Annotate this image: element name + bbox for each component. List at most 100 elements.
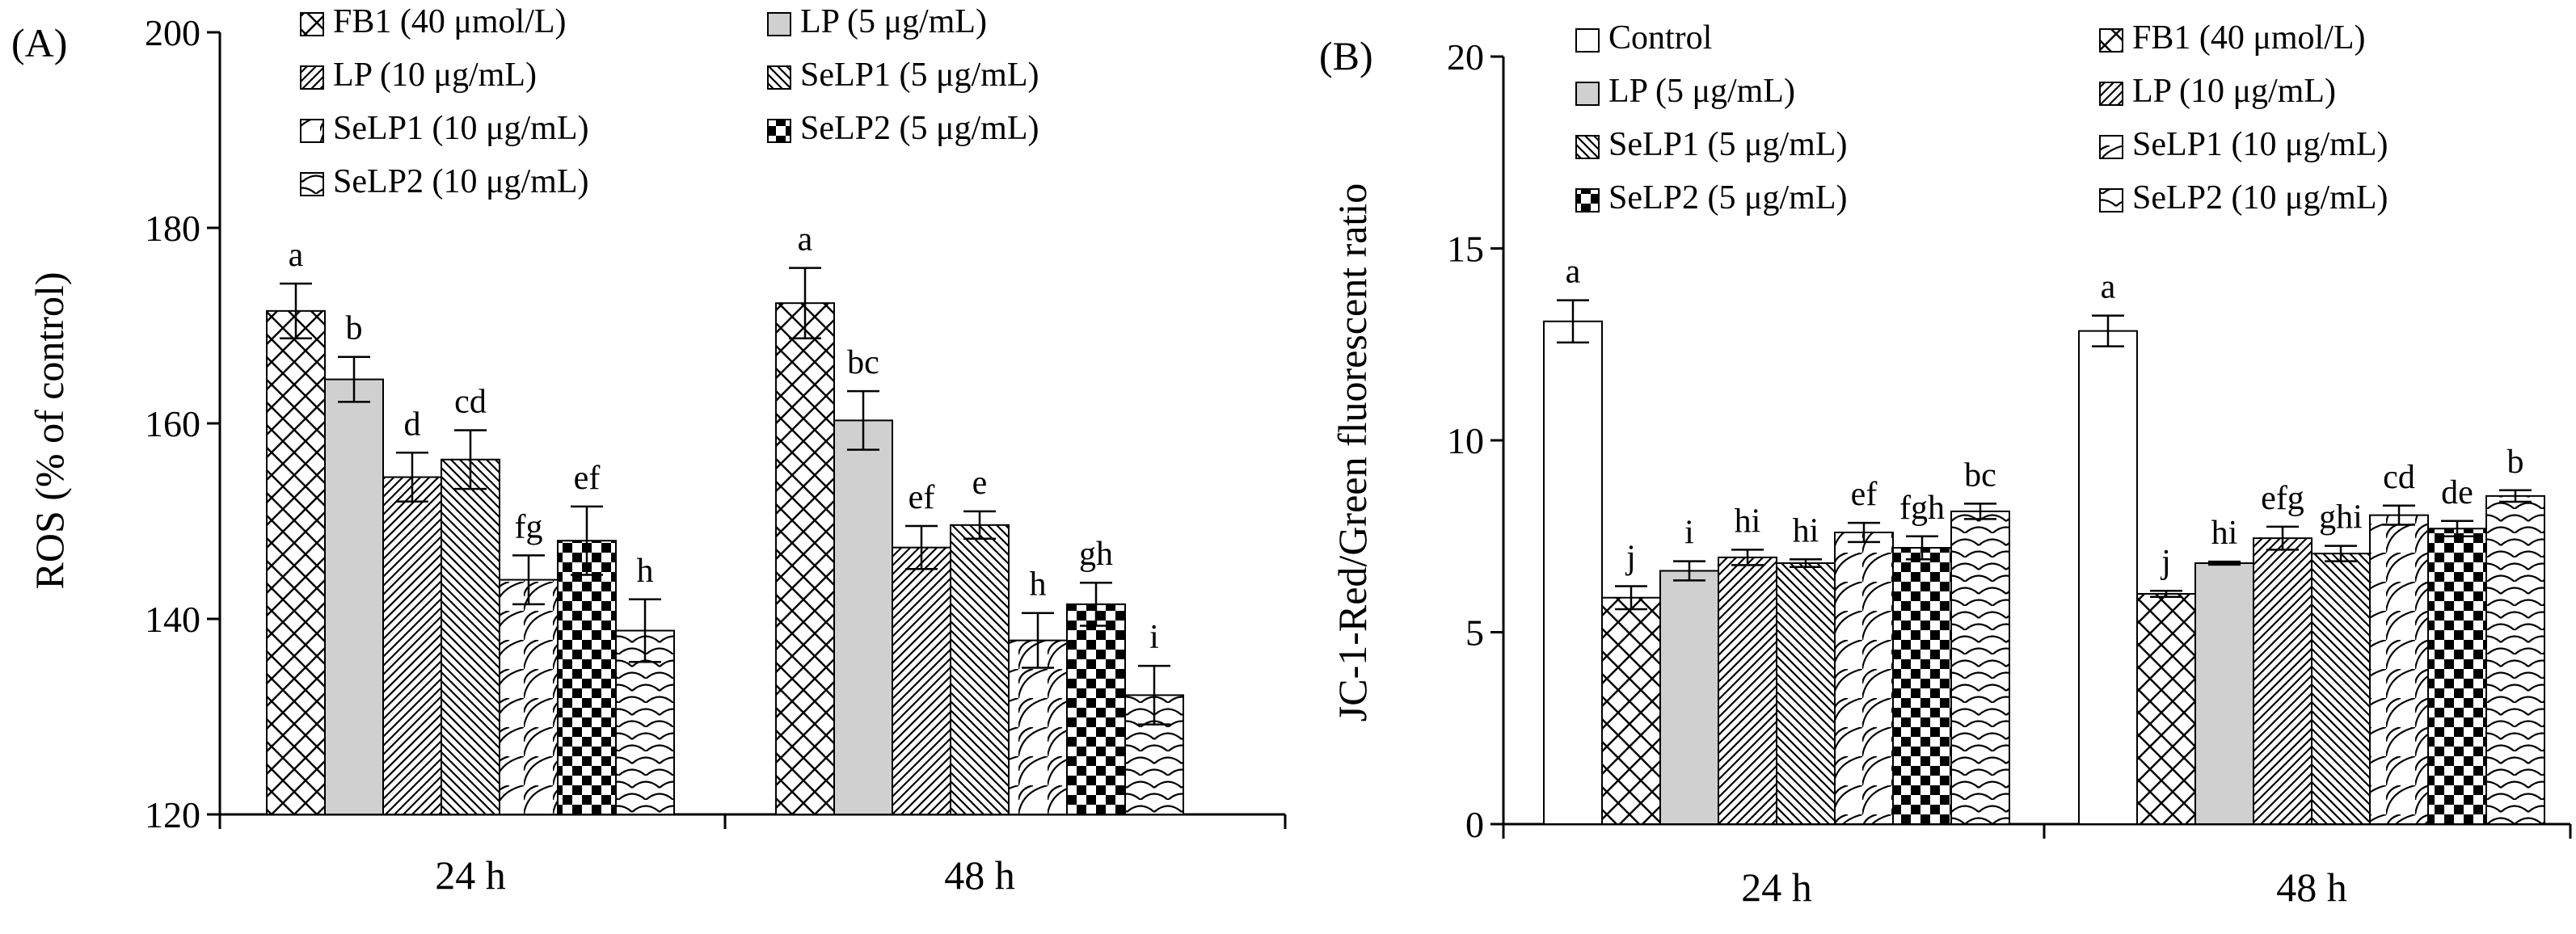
bar [2311, 553, 2371, 825]
bar [833, 419, 893, 815]
y-tick-label: 200 [145, 12, 200, 53]
panel-b: (B) JC-1-Red/Green fluorescent ratio 0 5 1… [1319, 19, 2572, 910]
x-category-label: 48 h [944, 852, 1015, 898]
panel-a-label: (A) [11, 20, 67, 65]
significance-label: bc [847, 344, 879, 381]
x-category-label: 48 h [2276, 865, 2347, 910]
y-tick-label: 120 [145, 794, 200, 835]
significance-label: cd [2383, 459, 2415, 496]
legend-label: SeLP1 (5 μg/mL) [1608, 126, 1848, 163]
significance-label: b [346, 310, 363, 347]
significance-label: fg [515, 508, 543, 545]
legend-swatch [2099, 188, 2123, 212]
significance-label: efg [2261, 480, 2304, 517]
significance-label: gh [1079, 536, 1113, 573]
significance-label: h [637, 553, 654, 590]
significance-label: ef [574, 460, 601, 497]
bar [324, 378, 384, 815]
legend-swatch [300, 119, 324, 143]
legend-label: SeLP1 (10 μg/mL) [333, 110, 589, 147]
significance-label: hi [1735, 503, 1761, 540]
panel-b-y-axis-label: JC-1-Red/Green fluorescent ratio [1330, 183, 1375, 722]
legend-label: SeLP2 (5 μg/mL) [1608, 179, 1848, 217]
significance-label: hi [2211, 515, 2238, 552]
significance-label: ef [909, 479, 935, 516]
panel-a-legend: FB1 (40 μmol/L) LP (5 μg/mL) LP (10 μg/mL)… [300, 3, 1039, 200]
significance-label: bc [1964, 456, 1996, 494]
bar [2136, 593, 2196, 825]
significance-label: fgh [1899, 490, 1945, 527]
legend-swatch [2099, 28, 2123, 53]
legend-swatch [1575, 82, 1600, 106]
significance-label: a [2101, 269, 2116, 306]
legend-swatch [300, 65, 324, 90]
y-tick-label: 160 [145, 403, 200, 444]
legend-swatch [767, 12, 791, 36]
y-tick-label: 15 [1447, 229, 1484, 270]
legend-swatch [2099, 82, 2123, 106]
legend-label: SeLP2 (10 μg/mL) [333, 163, 589, 200]
legend-label: Control [1608, 19, 1712, 57]
bar [266, 309, 326, 816]
panel-a-x-categories: 24 h 48 h [435, 852, 1015, 898]
significance-label: ef [1851, 476, 1878, 513]
x-category-label: 24 h [435, 852, 506, 898]
bar [950, 524, 1010, 816]
bar [1776, 562, 1836, 825]
bar [441, 458, 500, 816]
significance-label: de [2441, 474, 2473, 511]
legend-swatch [1575, 135, 1600, 159]
significance-label: a [289, 237, 304, 274]
y-tick-label: 20 [1447, 36, 1484, 78]
legend-label: SeLP2 (5 μg/mL) [800, 110, 1039, 147]
bar [892, 546, 951, 815]
significance-label: j [2160, 544, 2171, 581]
x-category-label: 24 h [1741, 865, 1812, 910]
legend-label: SeLP1 (10 μg/mL) [2132, 126, 2388, 163]
bar [1718, 556, 1777, 825]
legend-swatch [767, 119, 791, 143]
legend-swatch [300, 172, 324, 196]
legend-label: LP (10 μg/mL) [333, 57, 537, 94]
bar [775, 302, 835, 816]
significance-label: ghi [2319, 499, 2363, 536]
bar [1950, 510, 2010, 825]
panel-b-legend: Control FB1 (40 μmol/L) LP (5 μg/mL) LP (10… [1575, 19, 2388, 217]
bar [382, 476, 442, 815]
bar [2253, 537, 2312, 825]
bar [1659, 570, 1719, 825]
legend-swatch [1575, 188, 1600, 212]
bar [1601, 596, 1661, 825]
significance-label: e [972, 465, 988, 502]
legend-label: FB1 (40 μmol/L) [2132, 19, 2366, 57]
significance-label: d [404, 406, 421, 443]
panel-b-y-ticks: 0 5 10 15 20 [1447, 36, 1503, 845]
panel-a: (A) ROS (% of control) 120 140 160 180 200 a… [11, 3, 1287, 898]
panel-b-x-categories: 24 h 48 h [1741, 865, 2347, 910]
panel-a-y-ticks: 120 140 160 180 200 [145, 12, 220, 835]
bar [557, 540, 617, 815]
bar [499, 578, 559, 815]
significance-label: i [1684, 515, 1694, 552]
y-tick-label: 140 [145, 599, 200, 640]
legend-swatch [767, 65, 791, 90]
legend-swatch [1575, 28, 1600, 53]
bar [2194, 562, 2254, 825]
significance-label: h [1030, 566, 1047, 604]
significance-label: i [1149, 619, 1159, 656]
legend-label: FB1 (40 μmol/L) [333, 3, 567, 40]
bar [2427, 528, 2487, 825]
significance-label: j [1625, 540, 1636, 577]
significance-label: hi [1793, 512, 1819, 549]
y-tick-label: 5 [1465, 612, 1484, 654]
y-tick-label: 0 [1465, 804, 1484, 845]
significance-label: cd [454, 383, 487, 420]
bar [1834, 532, 1894, 825]
bar [2078, 330, 2138, 825]
legend-label: LP (5 μg/mL) [800, 3, 987, 40]
y-tick-label: 10 [1447, 420, 1484, 461]
significance-label: b [2507, 444, 2524, 481]
legend-swatch [300, 12, 324, 36]
